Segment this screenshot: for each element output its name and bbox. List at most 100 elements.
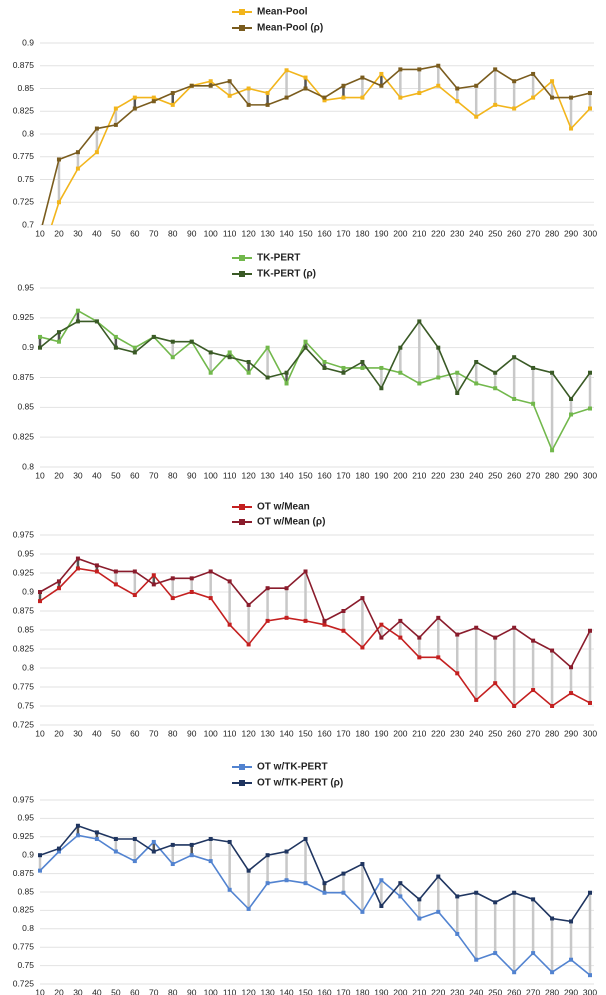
x-tick-label: 50: [111, 228, 121, 238]
x-tick-label: 250: [488, 470, 502, 480]
series-line: [50, 69, 591, 225]
x-tick-label: 90: [187, 728, 197, 738]
y-tick-label: 0.725: [13, 719, 35, 729]
x-tick-label: 160: [317, 228, 331, 238]
x-tick-label: 300: [583, 228, 597, 238]
point: [379, 365, 384, 370]
point: [94, 563, 99, 568]
point: [398, 95, 403, 100]
point: [322, 618, 327, 623]
point: [588, 91, 592, 96]
point: [455, 99, 460, 104]
point: [588, 973, 592, 978]
point: [398, 881, 403, 886]
point: [550, 970, 555, 975]
point: [246, 102, 251, 107]
point: [284, 370, 289, 375]
point: [246, 602, 251, 607]
point: [94, 126, 99, 131]
point: [284, 381, 289, 386]
point: [113, 837, 118, 842]
x-tick-label: 180: [355, 728, 369, 738]
x-tick-label: 40: [92, 987, 102, 995]
point: [246, 359, 251, 364]
point: [417, 897, 422, 902]
point: [436, 345, 441, 350]
x-tick-label: 290: [564, 728, 578, 738]
point: [436, 63, 441, 68]
x-tick-label: 150: [298, 987, 312, 995]
x-tick-label: 260: [507, 728, 521, 738]
point: [569, 691, 574, 696]
point: [189, 83, 194, 88]
point: [417, 916, 422, 921]
point: [284, 586, 289, 591]
x-tick-label: 130: [260, 728, 274, 738]
point: [208, 837, 213, 842]
legend-label: OT w/Mean (ρ): [257, 517, 325, 528]
point: [569, 412, 574, 417]
y-tick-label: 0.9: [22, 342, 34, 352]
point: [303, 75, 308, 80]
x-tick-label: 220: [431, 987, 445, 995]
x-tick-label: 200: [393, 470, 407, 480]
point: [550, 916, 555, 921]
point: [170, 596, 175, 601]
point: [113, 569, 118, 574]
x-tick-label: 120: [242, 470, 256, 480]
x-tick-label: 30: [73, 470, 83, 480]
point: [360, 862, 365, 867]
x-tick-label: 90: [187, 228, 197, 238]
point: [132, 350, 137, 355]
point: [56, 586, 61, 591]
point: [113, 122, 118, 127]
x-tick-label: 240: [469, 987, 483, 995]
point: [398, 635, 403, 640]
x-tick-label: 30: [73, 987, 83, 995]
y-tick-label: 0.775: [13, 151, 35, 161]
x-tick-label: 110: [223, 728, 237, 738]
point: [341, 890, 346, 895]
x-tick-label: 100: [204, 470, 218, 480]
series-line: [39, 567, 591, 708]
x-tick-label: 190: [374, 728, 388, 738]
point: [38, 868, 42, 873]
x-tick-label: 300: [583, 470, 597, 480]
series-line: [39, 320, 591, 401]
series-line: [39, 834, 591, 976]
plot: [38, 823, 592, 978]
point: [170, 842, 175, 847]
plot: [38, 308, 592, 453]
x-tick-label: 210: [412, 228, 426, 238]
point: [322, 622, 327, 627]
point: [227, 579, 232, 584]
x-tick-label: 250: [488, 987, 502, 995]
point: [56, 330, 61, 335]
point: [588, 628, 592, 633]
point: [588, 106, 592, 111]
point: [474, 359, 479, 364]
point: [94, 837, 99, 842]
point: [588, 406, 592, 411]
point: [75, 566, 80, 571]
y-tick-label: 0.775: [13, 681, 35, 691]
y-tick-label: 0.75: [17, 960, 34, 970]
point: [322, 365, 327, 370]
point: [284, 878, 289, 883]
point: [303, 881, 308, 886]
y-tick-label: 0.75: [17, 174, 34, 184]
point: [493, 681, 498, 686]
x-tick-label: 190: [374, 470, 388, 480]
legend-marker: [239, 504, 245, 510]
point: [189, 842, 194, 847]
x-tick-label: 20: [54, 728, 64, 738]
point: [322, 890, 327, 895]
x-tick-label: 20: [54, 228, 64, 238]
point: [75, 833, 80, 838]
legend-marker: [239, 780, 245, 786]
legend-label: Mean-Pool (ρ): [257, 23, 323, 34]
point: [398, 345, 403, 350]
point: [303, 345, 308, 350]
point: [170, 102, 175, 107]
